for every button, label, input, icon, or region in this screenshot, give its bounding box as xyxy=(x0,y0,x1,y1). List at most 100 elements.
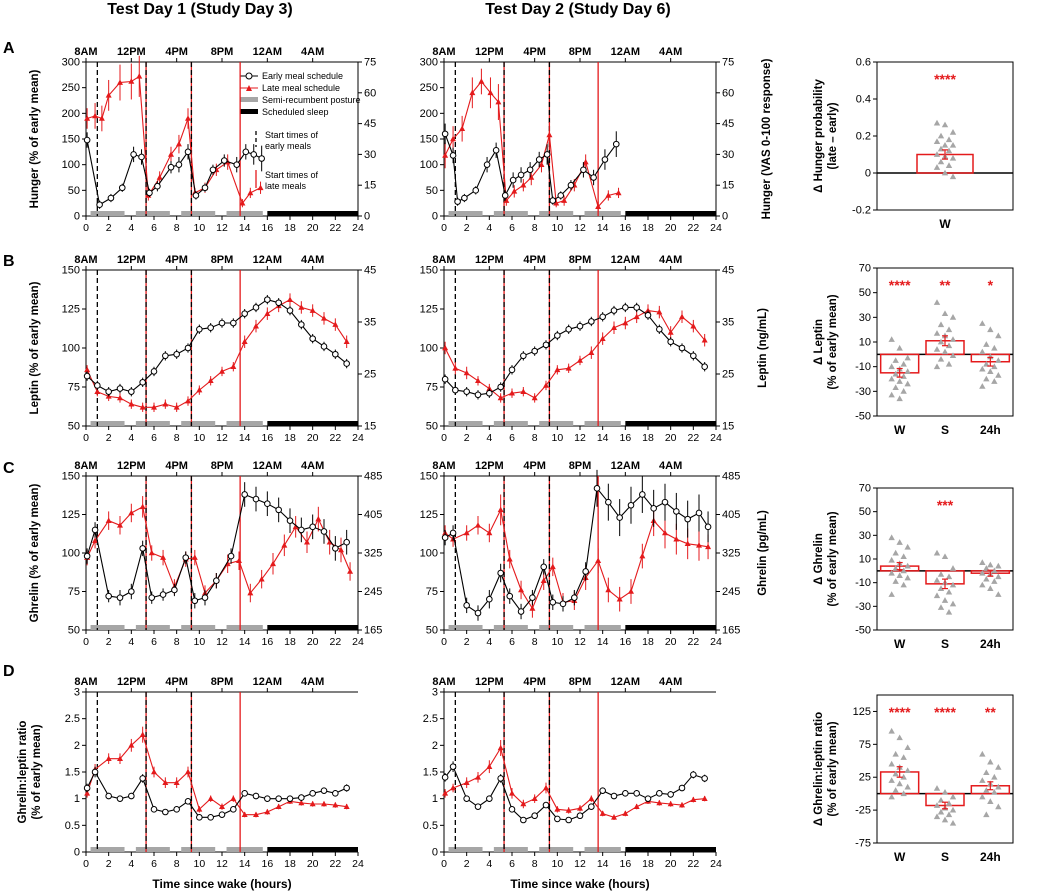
x-tick-label: 18 xyxy=(284,858,296,870)
y-tick-label: 2 xyxy=(432,740,438,752)
subject-point xyxy=(904,562,911,569)
y-tick-label: 75 xyxy=(68,382,80,394)
late-point xyxy=(321,315,327,321)
late-point xyxy=(459,125,466,132)
early-point xyxy=(497,775,504,782)
late-point xyxy=(84,366,91,373)
early-point xyxy=(517,608,525,615)
early-point xyxy=(252,792,260,800)
y-tick-label: 75 xyxy=(426,382,438,394)
late-point xyxy=(230,795,237,801)
early-point xyxy=(275,506,282,514)
x-tick-label: 12 xyxy=(574,858,586,870)
subject-point xyxy=(949,793,957,800)
y-tick-label: 150 xyxy=(420,134,438,146)
late-point xyxy=(343,338,350,345)
legend-sleep-text: Scheduled sleep xyxy=(262,107,329,117)
subject-point xyxy=(888,375,895,382)
early-point xyxy=(264,500,271,508)
early-point xyxy=(343,538,350,546)
subject-point xyxy=(933,346,941,352)
clock-label: 8AM xyxy=(432,46,455,58)
posture-bar xyxy=(226,421,263,426)
significance-label: **** xyxy=(934,704,956,720)
legend-sleep-swatch xyxy=(240,109,258,114)
posture-bar xyxy=(493,421,528,426)
late-point xyxy=(247,589,254,596)
subject-point xyxy=(937,585,945,591)
early-point xyxy=(557,192,565,199)
x-tick-label: 8 xyxy=(174,636,180,648)
y-right-tick-label: 35 xyxy=(364,317,376,329)
subject-point xyxy=(904,767,911,774)
x-tick-label: 6 xyxy=(509,432,515,444)
x-tick-label: 18 xyxy=(284,222,296,234)
late-point xyxy=(701,795,708,801)
y-right-tick-label: 75 xyxy=(722,57,734,69)
clock-label: 8PM xyxy=(211,46,234,58)
posture-bar xyxy=(90,847,125,852)
late-series-line xyxy=(444,310,706,399)
subject-point xyxy=(979,559,986,565)
late-point xyxy=(162,400,169,407)
early-point xyxy=(517,171,525,179)
early-point xyxy=(449,529,457,537)
late-point xyxy=(538,161,545,167)
early-point xyxy=(472,187,480,194)
y-right-tick-label: 45 xyxy=(722,118,734,130)
early-point xyxy=(622,790,629,797)
late-point xyxy=(486,385,493,391)
y-right-tick-label: 0 xyxy=(722,211,728,223)
clock-label: 8PM xyxy=(211,460,234,472)
x-tick-label: 0 xyxy=(441,858,447,870)
panel-letter-b: B xyxy=(3,253,15,270)
clock-label: 12PM xyxy=(475,254,504,266)
y-axis-label-right: Ghrelin (pg/mL) xyxy=(757,510,769,596)
subject-point xyxy=(900,373,907,379)
clock-label: 12AM xyxy=(253,460,282,472)
x-tick-label: 8 xyxy=(174,432,180,444)
y-tick-label: 0.4 xyxy=(856,94,871,106)
subject-point xyxy=(888,727,895,734)
posture-bar xyxy=(493,625,528,630)
x-tick-label: 20 xyxy=(307,636,319,648)
early-point xyxy=(588,803,595,810)
early-point xyxy=(196,325,203,333)
subject-point xyxy=(979,320,986,326)
early-point xyxy=(492,146,500,154)
late-point xyxy=(463,369,470,376)
late-point xyxy=(599,335,606,341)
subject-point xyxy=(983,575,990,582)
subject-point xyxy=(904,744,911,751)
late-point xyxy=(595,203,602,210)
late-point xyxy=(275,803,282,809)
late-point xyxy=(577,805,583,811)
late-point xyxy=(497,506,504,513)
late-point xyxy=(679,313,685,320)
subject-point xyxy=(949,806,957,813)
clock-label: 12PM xyxy=(117,254,146,266)
x-tick-label: 6 xyxy=(509,636,515,648)
late-point xyxy=(561,197,568,203)
early-point xyxy=(449,763,457,770)
x-tick-label: 0 xyxy=(441,636,447,648)
subject-point xyxy=(933,592,941,599)
y-tick-label: 50 xyxy=(68,421,80,433)
early-point xyxy=(529,594,536,601)
early-point xyxy=(661,498,669,506)
x-tick-label: 2 xyxy=(464,858,470,870)
early-point xyxy=(264,795,271,802)
posture-bar xyxy=(135,847,170,852)
late-point xyxy=(117,79,123,85)
late-point xyxy=(528,174,535,180)
y-tick-label: 125 xyxy=(853,706,871,718)
y-tick-label: 30 xyxy=(859,312,871,324)
subject-point xyxy=(933,138,941,144)
subject-point xyxy=(933,119,941,126)
early-point xyxy=(576,812,584,820)
late-point xyxy=(117,394,123,401)
clock-label: 12AM xyxy=(611,460,640,472)
subject-point xyxy=(904,368,911,374)
